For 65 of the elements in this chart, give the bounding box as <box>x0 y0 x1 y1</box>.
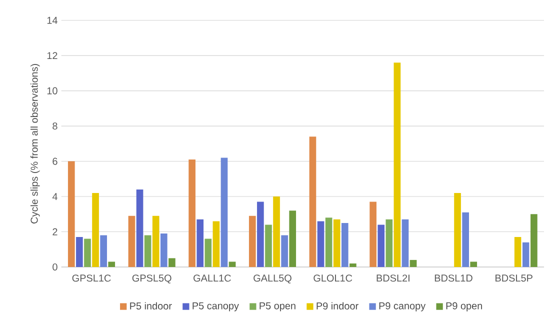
bar <box>462 212 469 267</box>
legend-label: P5 canopy <box>192 302 239 312</box>
bar <box>386 219 393 267</box>
y-tick-label: 2 <box>52 228 58 236</box>
bar <box>370 202 376 267</box>
legend-label: P5 open <box>260 302 296 312</box>
bar <box>394 62 401 267</box>
bar <box>144 235 152 267</box>
bar <box>522 242 530 267</box>
x-tick-label: GPSL1C <box>72 274 111 282</box>
bar <box>257 202 264 267</box>
bar <box>68 161 75 267</box>
bar <box>273 196 280 267</box>
bar <box>128 216 136 267</box>
bar <box>350 263 356 267</box>
legend-label: P9 open <box>446 302 482 312</box>
bar <box>92 193 99 267</box>
bar <box>341 222 348 267</box>
y-tick-label: 14 <box>47 16 58 24</box>
bar <box>168 258 176 267</box>
bar <box>220 158 228 267</box>
legend-label: P9 indoor <box>316 302 358 310</box>
bar <box>160 234 168 267</box>
bar <box>188 160 196 267</box>
bar <box>454 193 461 267</box>
bar <box>378 224 385 267</box>
legend-label: P9 canopy <box>379 302 426 312</box>
bar <box>204 238 212 267</box>
bar <box>514 237 522 267</box>
x-tick-label: GALL1C <box>194 274 231 282</box>
x-tick-label: BDSL1D <box>434 274 472 282</box>
bar <box>265 224 272 267</box>
bar <box>108 262 116 267</box>
y-tick-label: 10 <box>47 87 58 94</box>
bar <box>212 221 220 267</box>
y-tick-label: 4 <box>52 193 58 200</box>
x-tick-label: BDSL2I <box>376 274 410 282</box>
y-tick-label: 6 <box>52 158 58 165</box>
y-tick-label: 0 <box>52 263 58 271</box>
x-tick-label: BDSL5P <box>496 274 532 282</box>
bar <box>325 218 332 267</box>
bar <box>402 219 409 267</box>
bar <box>530 214 538 267</box>
x-tick-label: GLOL1C <box>314 274 352 282</box>
x-tick-label: GALL5Q <box>254 274 292 284</box>
x-tick-label: GPSL5Q <box>132 274 172 284</box>
bar <box>333 219 340 267</box>
bar <box>248 216 256 267</box>
y-axis-title: Cycle slips (% from all observations) <box>30 64 40 224</box>
bar <box>410 260 417 267</box>
bar <box>281 235 288 267</box>
bar <box>317 221 324 267</box>
bar <box>228 262 236 267</box>
y-tick-label: 12 <box>47 52 58 60</box>
bar <box>196 219 204 267</box>
bar <box>136 189 144 267</box>
bar <box>76 237 83 267</box>
bar <box>84 238 91 267</box>
bar <box>309 136 316 267</box>
bar <box>152 216 160 267</box>
bar <box>100 235 107 267</box>
legend-label: P5 indoor <box>130 302 172 310</box>
y-tick-label: 8 <box>52 122 58 130</box>
bar <box>470 262 478 267</box>
bar <box>289 210 296 267</box>
